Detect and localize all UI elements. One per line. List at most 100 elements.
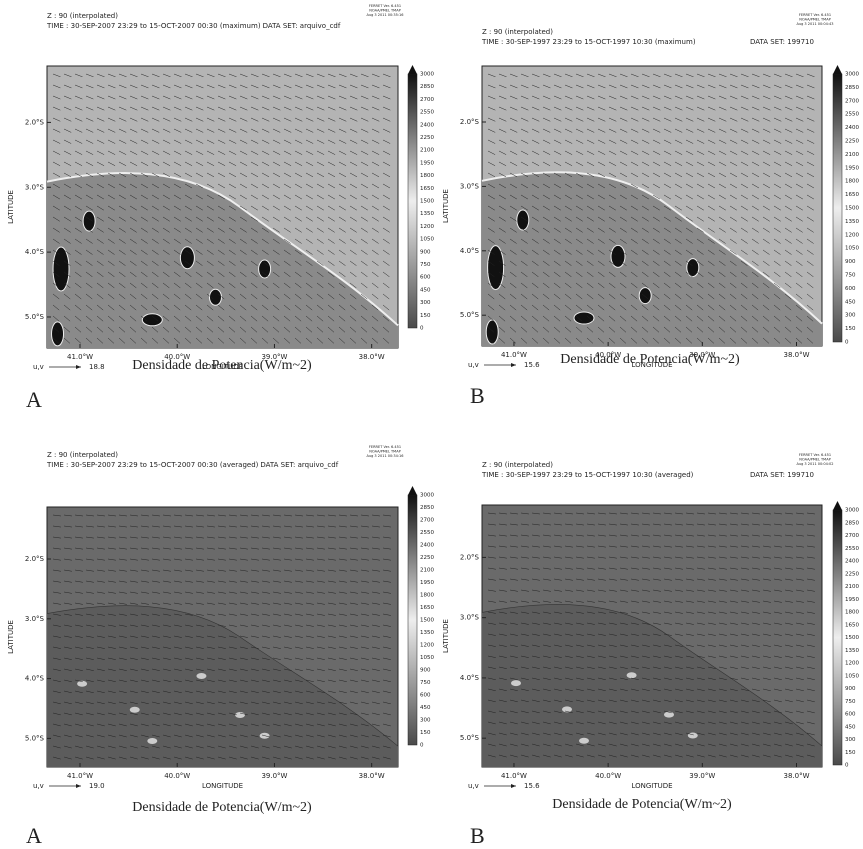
colorbar-label: 750 xyxy=(420,262,431,268)
hotspot xyxy=(511,680,521,686)
colorbar-label: 300 xyxy=(420,300,431,306)
colorbar-label: 2550 xyxy=(420,110,434,116)
colorbar-label: 450 xyxy=(420,705,431,711)
caption: Densidade de Potencia(W/m~2) xyxy=(132,358,312,373)
y-tick-label: 2.0°S xyxy=(460,118,480,126)
colorbar-label: 300 xyxy=(420,718,431,724)
colorbar-label: 600 xyxy=(420,275,431,281)
hotspot xyxy=(180,247,194,269)
vector-ref-value: 19.0 xyxy=(89,782,105,790)
x-tick-label: 41.0°W xyxy=(501,351,527,359)
x-tick-label: 41.0°W xyxy=(67,353,93,361)
ferret-stamp: NOAA/PMEL TMAP xyxy=(369,9,400,13)
header-z: Z : 90 (interpolated) xyxy=(482,28,553,36)
vector-ref-head xyxy=(511,784,516,788)
hotspot xyxy=(147,738,157,744)
ferret-stamp: NOAA/PMEL TMAP xyxy=(799,18,830,22)
colorbar-label: 2100 xyxy=(845,584,859,590)
x-tick-label: 38.0°W xyxy=(783,351,809,359)
colorbar-label: 150 xyxy=(845,750,856,756)
colorbar-label: 2550 xyxy=(420,530,434,536)
y-tick-label: 4.0°S xyxy=(460,674,480,682)
y-tick-label: 2.0°S xyxy=(25,118,45,126)
colorbar xyxy=(408,495,417,745)
colorbar xyxy=(408,74,417,328)
colorbar-label: 2700 xyxy=(420,97,434,103)
colorbar-label: 0 xyxy=(845,763,849,769)
colorbar-label: 2400 xyxy=(845,559,859,565)
colorbar-label: 900 xyxy=(420,249,431,255)
vector-ref-value: 18.8 xyxy=(89,363,105,371)
ferret-stamp: Aug 3 2011 00:04:02 xyxy=(796,462,833,466)
colorbar-label: 150 xyxy=(420,730,431,736)
colorbar-label: 1350 xyxy=(845,648,859,654)
caption: Densidade de Potencia(W/m~2) xyxy=(560,352,740,367)
colorbar-label: 1500 xyxy=(845,635,859,641)
colorbar-label: 750 xyxy=(845,273,856,279)
y-tick-label: 5.0°S xyxy=(460,734,480,742)
x-tick-label: 41.0°W xyxy=(67,772,93,780)
colorbar-label: 1950 xyxy=(845,165,859,171)
y-tick-label: 4.0°S xyxy=(25,248,45,256)
y-axis-label: LATITUDE xyxy=(7,190,15,224)
ferret-stamp: FERRET Ver. 6.451 xyxy=(799,13,831,17)
vector-ref-head xyxy=(511,363,516,367)
header-z: Z : 90 (interpolated) xyxy=(482,461,553,469)
colorbar-label: 1350 xyxy=(845,219,859,225)
header-dataset: DATA SET: arquivo_cdf xyxy=(260,461,338,469)
y-tick-label: 3.0°S xyxy=(25,615,45,623)
panel-letter: B xyxy=(470,383,485,408)
y-tick-label: 4.0°S xyxy=(460,247,480,255)
colorbar-label: 2100 xyxy=(420,148,434,154)
colorbar-label: 2700 xyxy=(845,98,859,104)
colorbar-label: 1500 xyxy=(845,206,859,212)
colorbar-cap xyxy=(833,65,842,74)
colorbar-cap xyxy=(408,65,417,74)
colorbar-label: 1650 xyxy=(845,622,859,628)
colorbar-label: 1050 xyxy=(420,655,434,661)
colorbar-label: 300 xyxy=(845,313,856,319)
y-axis-label: LATITUDE xyxy=(442,619,450,653)
x-tick-label: 40.0°W xyxy=(164,772,190,780)
hotspot xyxy=(517,210,529,230)
colorbar-label: 600 xyxy=(845,712,856,718)
colorbar xyxy=(833,510,842,765)
map-panel: Z : 90 (interpolated)TIME : 30-SEP-2007 … xyxy=(7,445,434,848)
colorbar-label: 150 xyxy=(845,326,856,332)
map-panel: Z : 90 (interpolated) TIME : 30-SEP-1997 … xyxy=(442,453,859,848)
ferret-stamp: FERRET Ver. 6.451 xyxy=(369,4,401,8)
ferret-stamp: Aug 3 2011 00:35:16 xyxy=(366,13,403,17)
colorbar-label: 2400 xyxy=(845,125,859,131)
caption: Densidade de Potencia(W/m~2) xyxy=(132,800,312,815)
y-tick-label: 5.0°S xyxy=(25,313,45,321)
colorbar-label: 1950 xyxy=(420,580,434,586)
colorbar-label: 2250 xyxy=(420,135,434,141)
colorbar-label: 2550 xyxy=(845,112,859,118)
colorbar-label: 3000 xyxy=(845,72,859,78)
x-tick-label: 39.0°W xyxy=(261,772,287,780)
colorbar-label: 2100 xyxy=(845,152,859,158)
colorbar-label: 1200 xyxy=(845,232,859,238)
vector-ref-head xyxy=(76,365,81,369)
header-time: TIME : 30-SEP-2007 23:29 to 15-OCT-2007 … xyxy=(46,22,261,30)
colorbar-label: 1800 xyxy=(420,173,434,179)
ferret-stamp: Aug 3 2011 00:04:43 xyxy=(796,22,833,26)
colorbar-label: 2250 xyxy=(420,555,434,561)
x-axis-label: LONGITUDE xyxy=(631,782,672,790)
panel-letter: A xyxy=(26,387,42,412)
colorbar-label: 1950 xyxy=(845,597,859,603)
y-tick-label: 5.0°S xyxy=(25,734,45,742)
x-tick-label: 41.0°W xyxy=(501,772,527,780)
hotspot xyxy=(579,738,589,744)
hotspot xyxy=(196,673,206,679)
hotspot xyxy=(53,247,69,291)
vector-ref-head xyxy=(76,784,81,788)
panel-letter: B xyxy=(470,823,485,848)
header-time: TIME : 30-SEP-1997 23:29 to 15-OCT-1997 … xyxy=(481,471,694,479)
colorbar-label: 1050 xyxy=(420,237,434,243)
hotspot xyxy=(130,707,140,713)
header-time: TIME : 30-SEP-2007 23:29 to 15-OCT-2007 … xyxy=(46,461,259,469)
colorbar-label: 600 xyxy=(420,693,431,699)
x-tick-label: 38.0°W xyxy=(783,772,809,780)
